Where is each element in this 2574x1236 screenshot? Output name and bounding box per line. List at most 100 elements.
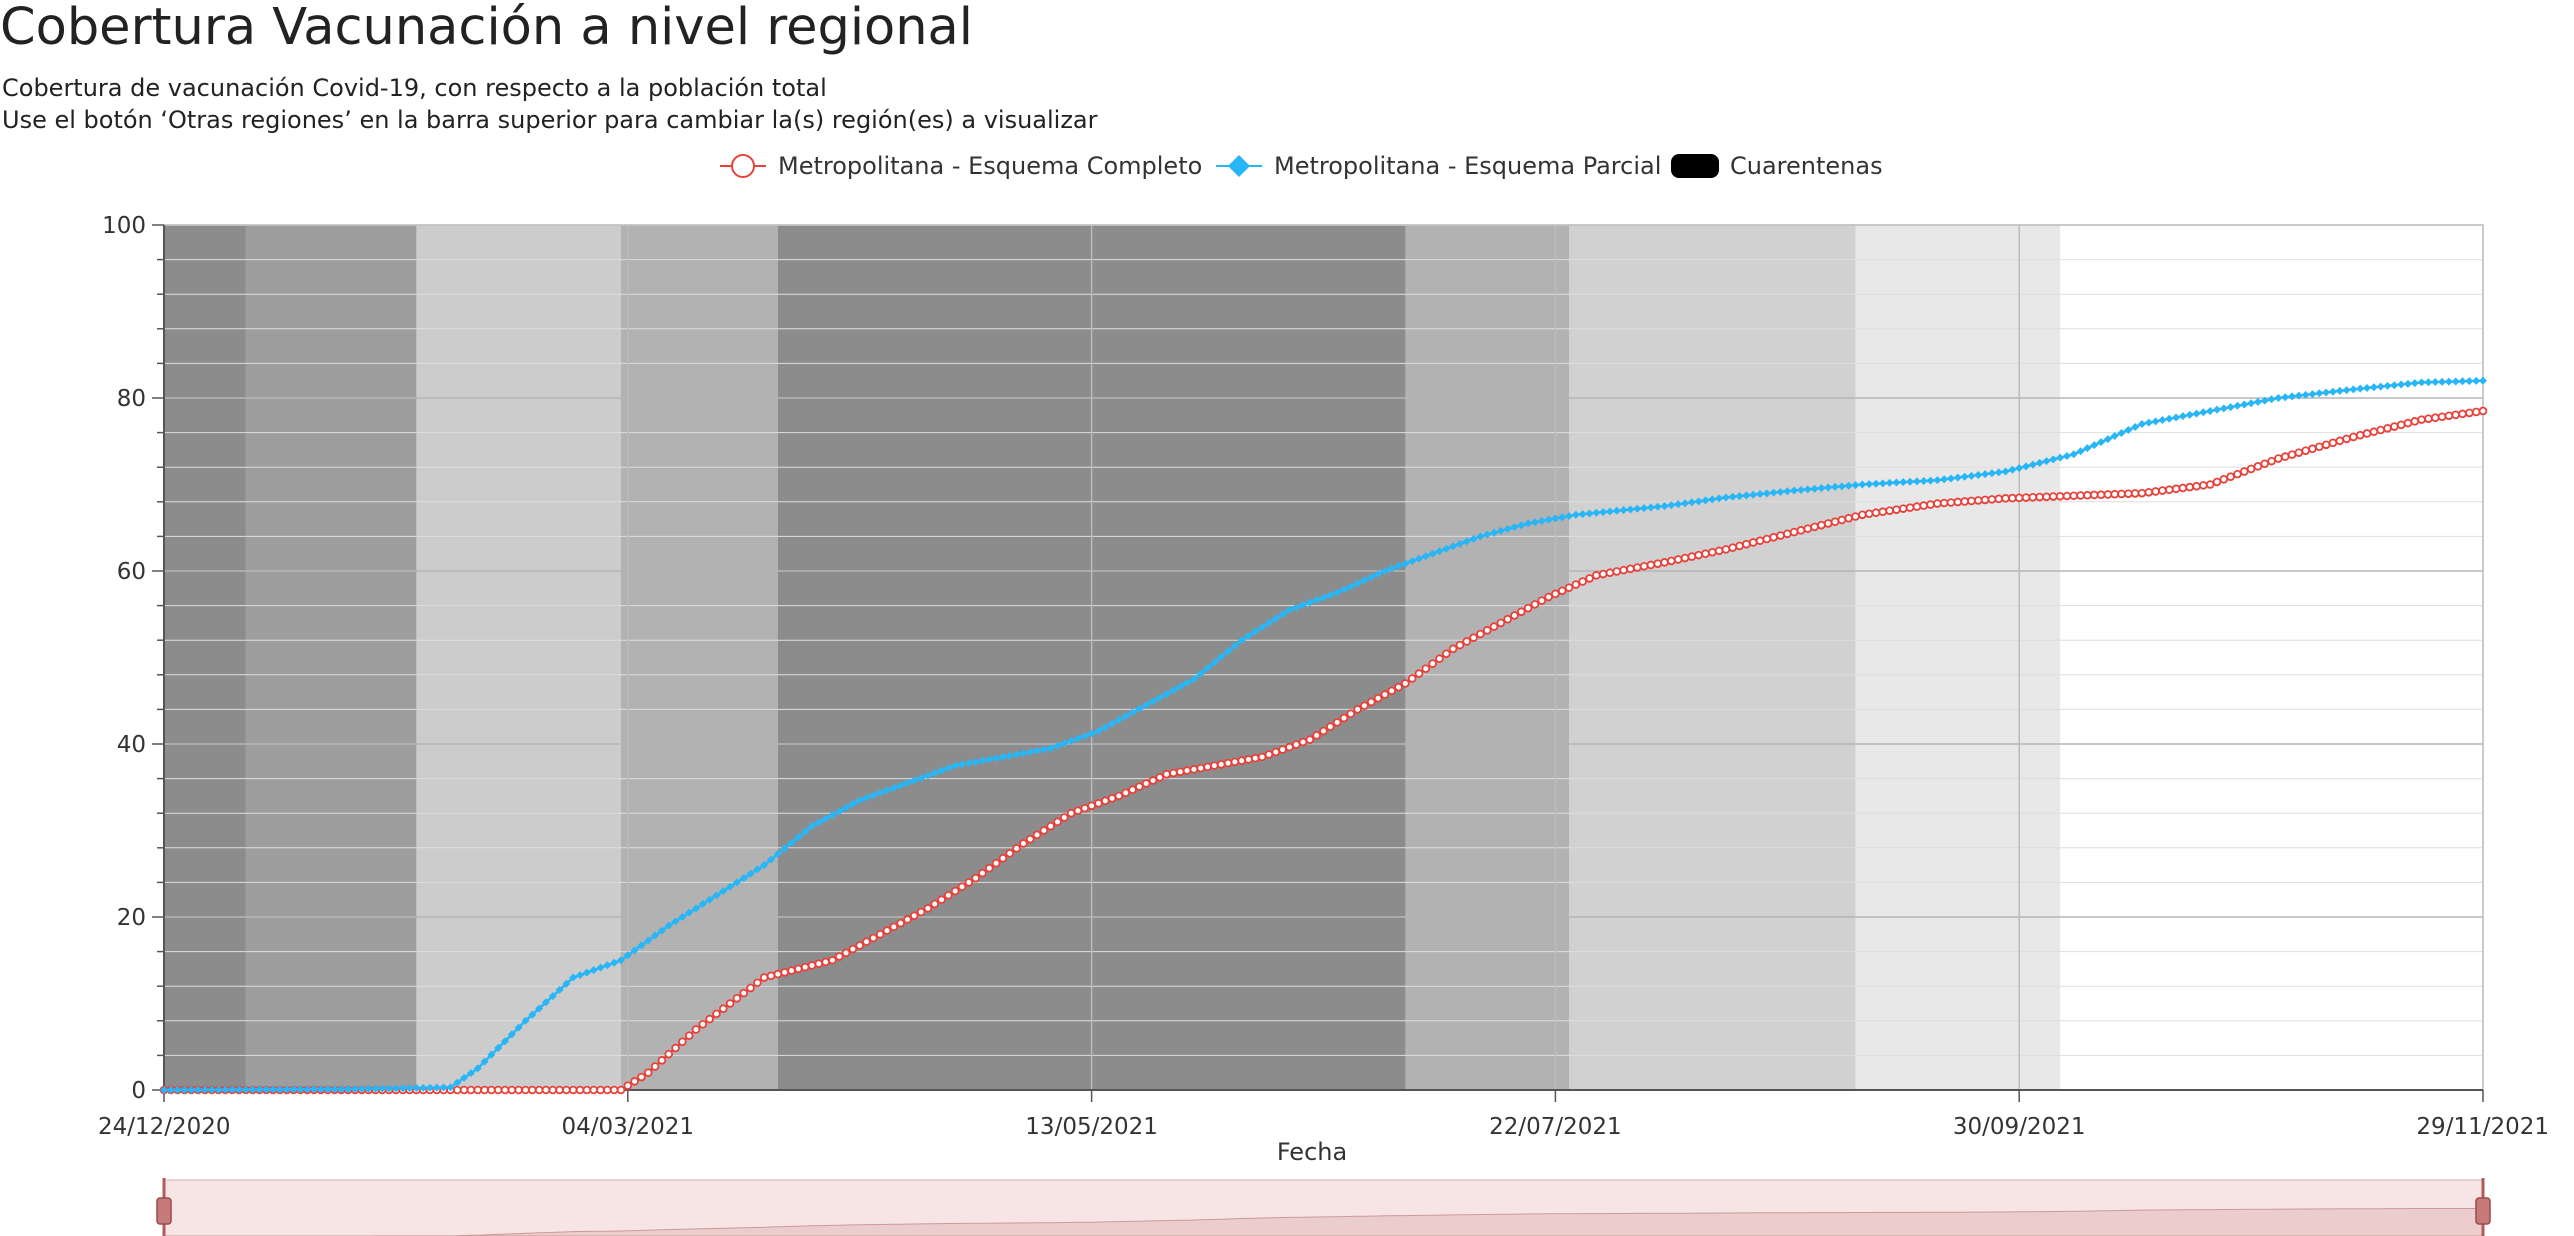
data-point bbox=[821, 957, 830, 967]
data-point bbox=[1414, 554, 1423, 563]
data-point bbox=[794, 964, 803, 974]
data-point bbox=[1264, 618, 1273, 627]
data-point bbox=[1960, 472, 1969, 481]
data-point bbox=[2321, 440, 2331, 450]
data-point bbox=[678, 1037, 687, 1047]
data-point bbox=[1141, 779, 1151, 788]
data-point bbox=[1482, 626, 1492, 635]
data-point bbox=[2226, 403, 2235, 412]
data-point bbox=[207, 1085, 216, 1094]
data-point bbox=[493, 1085, 503, 1095]
data-point bbox=[2355, 430, 2365, 440]
data-point bbox=[2076, 447, 2085, 456]
data-point bbox=[1701, 496, 1710, 505]
data-point bbox=[1824, 483, 1833, 492]
data-point bbox=[759, 973, 769, 982]
y-tick-label: 80 bbox=[117, 386, 146, 412]
data-point bbox=[603, 1085, 612, 1095]
data-point bbox=[1776, 487, 1785, 496]
data-point bbox=[623, 951, 632, 960]
data-point bbox=[596, 1085, 605, 1095]
data-point bbox=[2090, 441, 2099, 450]
data-point bbox=[1271, 747, 1281, 757]
data-point bbox=[951, 761, 960, 770]
data-point bbox=[1128, 708, 1137, 717]
data-point bbox=[1373, 693, 1383, 703]
data-point bbox=[930, 769, 939, 778]
data-point bbox=[194, 1085, 203, 1094]
data-point bbox=[1844, 481, 1853, 490]
data-point bbox=[1783, 487, 1792, 496]
data-point bbox=[712, 1009, 721, 1019]
data-point bbox=[2397, 380, 2406, 389]
data-point bbox=[1176, 682, 1185, 691]
data-point bbox=[1360, 576, 1369, 585]
data-point bbox=[1837, 515, 1847, 525]
data-point bbox=[2451, 377, 2460, 386]
data-point bbox=[1169, 768, 1178, 778]
data-point bbox=[1333, 588, 1342, 597]
data-point bbox=[2280, 452, 2290, 461]
quarantine-band bbox=[164, 225, 246, 1090]
data-point bbox=[166, 1085, 175, 1094]
data-point bbox=[562, 979, 571, 988]
data-point bbox=[2288, 392, 2297, 401]
data-point bbox=[446, 1083, 455, 1092]
data-point bbox=[1667, 556, 1676, 566]
data-point bbox=[2410, 379, 2419, 388]
data-zoom-slider[interactable] bbox=[156, 1178, 2491, 1236]
quarantine-bands bbox=[164, 225, 2061, 1090]
data-point bbox=[2417, 378, 2426, 387]
data-point bbox=[1687, 552, 1697, 561]
data-point bbox=[1142, 701, 1151, 710]
legend-item-cuarentenas[interactable]: Cuarentenas bbox=[1670, 148, 1883, 184]
data-point bbox=[2076, 491, 2085, 500]
data-point bbox=[330, 1085, 339, 1094]
data-point bbox=[964, 878, 974, 887]
data-point bbox=[2028, 493, 2038, 502]
data-point bbox=[1953, 473, 1962, 482]
data-point bbox=[1946, 498, 1956, 507]
data-point bbox=[807, 961, 817, 970]
data-point bbox=[875, 929, 885, 939]
data-point bbox=[2069, 491, 2079, 501]
data-point bbox=[2260, 459, 2270, 469]
data-point bbox=[1251, 627, 1260, 636]
data-point bbox=[187, 1085, 196, 1094]
x-tick-label: 30/09/2021 bbox=[1953, 1114, 2086, 1140]
data-point bbox=[1435, 654, 1444, 664]
data-point bbox=[2376, 425, 2385, 435]
data-point bbox=[944, 764, 953, 773]
data-point bbox=[1366, 697, 1376, 707]
data-point bbox=[466, 1085, 476, 1095]
data-point bbox=[1653, 502, 1662, 511]
slider-handle-end[interactable] bbox=[2475, 1178, 2491, 1236]
legend-item-esquema-parcial[interactable]: Metropolitana - Esquema Parcial bbox=[1214, 148, 1661, 184]
data-point bbox=[1878, 507, 1888, 517]
data-point bbox=[671, 917, 680, 926]
data-point bbox=[555, 1085, 564, 1095]
data-point bbox=[1660, 558, 1669, 567]
data-point bbox=[1319, 593, 1328, 602]
data-point bbox=[1796, 526, 1806, 535]
data-point bbox=[2267, 456, 2276, 466]
data-point bbox=[1633, 504, 1642, 513]
data-point bbox=[630, 946, 639, 955]
data-point bbox=[1455, 539, 1464, 548]
legend-item-esquema-completo[interactable]: Metropolitana - Esquema Completo bbox=[718, 148, 1202, 184]
data-point bbox=[1646, 560, 1656, 570]
data-point bbox=[2437, 412, 2447, 422]
slider-handle-start[interactable] bbox=[156, 1178, 172, 1236]
data-point bbox=[1264, 750, 1274, 759]
data-point bbox=[1217, 652, 1226, 661]
data-point bbox=[1565, 512, 1574, 521]
data-point bbox=[2369, 427, 2379, 437]
data-point bbox=[1789, 527, 1799, 537]
data-point bbox=[1121, 788, 1131, 798]
data-point bbox=[1537, 596, 1547, 605]
data-point bbox=[480, 1057, 489, 1066]
data-point bbox=[1571, 580, 1581, 589]
data-point bbox=[160, 1086, 168, 1094]
data-point bbox=[2158, 416, 2167, 425]
